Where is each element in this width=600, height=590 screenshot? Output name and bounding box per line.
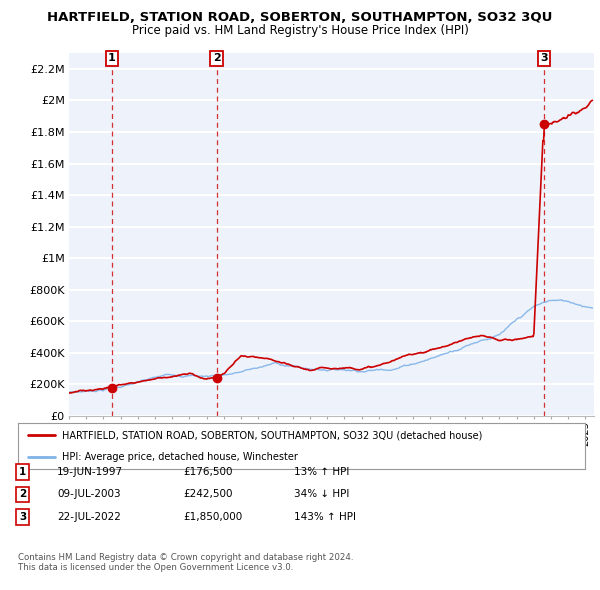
Text: 13% ↑ HPI: 13% ↑ HPI xyxy=(294,467,349,477)
Text: This data is licensed under the Open Government Licence v3.0.: This data is licensed under the Open Gov… xyxy=(18,563,293,572)
Text: 22-JUL-2022: 22-JUL-2022 xyxy=(57,512,121,522)
Text: HARTFIELD, STATION ROAD, SOBERTON, SOUTHAMPTON, SO32 3QU (detached house): HARTFIELD, STATION ROAD, SOBERTON, SOUTH… xyxy=(62,431,482,441)
Text: £1,850,000: £1,850,000 xyxy=(183,512,242,522)
Text: 2: 2 xyxy=(19,490,26,499)
Text: 3: 3 xyxy=(540,53,548,63)
Text: HPI: Average price, detached house, Winchester: HPI: Average price, detached house, Winc… xyxy=(62,451,298,461)
Text: 19-JUN-1997: 19-JUN-1997 xyxy=(57,467,123,477)
Text: £176,500: £176,500 xyxy=(183,467,233,477)
Text: 143% ↑ HPI: 143% ↑ HPI xyxy=(294,512,356,522)
Text: 34% ↓ HPI: 34% ↓ HPI xyxy=(294,490,349,499)
Text: 3: 3 xyxy=(19,512,26,522)
Text: 09-JUL-2003: 09-JUL-2003 xyxy=(57,490,121,499)
Text: 1: 1 xyxy=(108,53,116,63)
Text: Contains HM Land Registry data © Crown copyright and database right 2024.: Contains HM Land Registry data © Crown c… xyxy=(18,553,353,562)
Text: Price paid vs. HM Land Registry's House Price Index (HPI): Price paid vs. HM Land Registry's House … xyxy=(131,24,469,37)
Text: 2: 2 xyxy=(213,53,221,63)
Text: HARTFIELD, STATION ROAD, SOBERTON, SOUTHAMPTON, SO32 3QU: HARTFIELD, STATION ROAD, SOBERTON, SOUTH… xyxy=(47,11,553,24)
Text: 1: 1 xyxy=(19,467,26,477)
Text: £242,500: £242,500 xyxy=(183,490,233,499)
